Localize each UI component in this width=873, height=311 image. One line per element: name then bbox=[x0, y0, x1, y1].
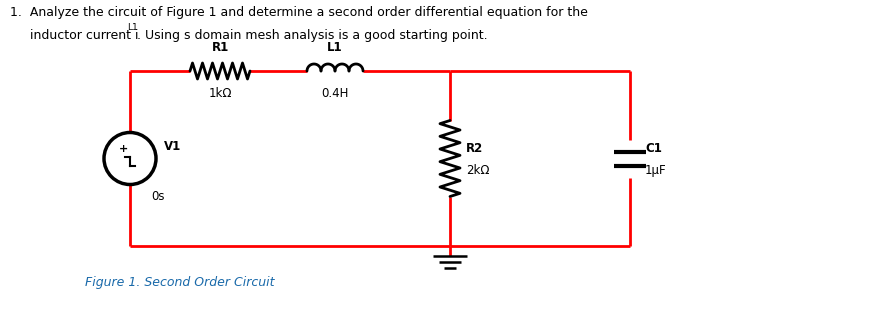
Text: R1: R1 bbox=[211, 41, 229, 54]
Text: Figure 1. Second Order Circuit: Figure 1. Second Order Circuit bbox=[85, 276, 274, 289]
Text: inductor current i: inductor current i bbox=[10, 29, 139, 42]
Text: V1: V1 bbox=[164, 140, 182, 153]
Text: L1: L1 bbox=[327, 41, 343, 54]
Text: R2: R2 bbox=[466, 142, 484, 155]
Text: C1: C1 bbox=[645, 142, 662, 155]
Text: 1.  Analyze the circuit of Figure 1 and determine a second order differential eq: 1. Analyze the circuit of Figure 1 and d… bbox=[10, 6, 588, 19]
Text: +: + bbox=[119, 145, 127, 155]
Text: 1kΩ: 1kΩ bbox=[209, 87, 231, 100]
Text: 1μF: 1μF bbox=[645, 164, 667, 177]
Text: 2kΩ: 2kΩ bbox=[466, 164, 490, 177]
Text: . Using s domain mesh analysis is a good starting point.: . Using s domain mesh analysis is a good… bbox=[137, 29, 487, 42]
Text: L1: L1 bbox=[127, 23, 138, 32]
Text: 0s: 0s bbox=[151, 189, 164, 202]
Text: 0.4H: 0.4H bbox=[321, 87, 348, 100]
